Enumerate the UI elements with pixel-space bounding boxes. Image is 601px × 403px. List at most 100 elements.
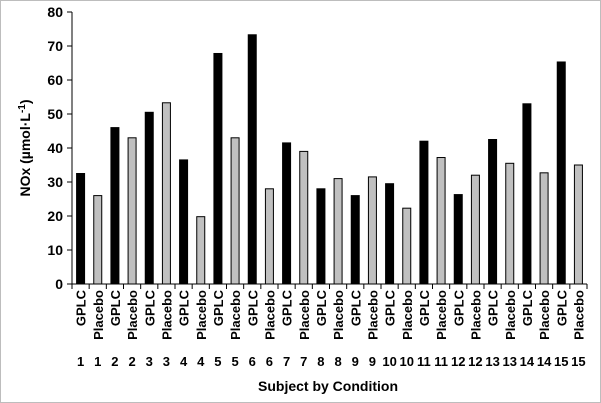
bar-9-gplc bbox=[350, 195, 360, 285]
bar-8-placebo bbox=[333, 178, 343, 285]
x-condition-label: GPLC bbox=[211, 289, 226, 326]
x-subject-label: 5 bbox=[214, 354, 221, 369]
bar-13-gplc bbox=[488, 139, 498, 285]
bar-5-gplc bbox=[213, 52, 223, 285]
bar-13-placebo bbox=[505, 162, 515, 285]
bar-6-gplc bbox=[247, 34, 257, 285]
y-axis-title-superscript: -1 bbox=[17, 104, 28, 113]
x-subject-label: 3 bbox=[163, 354, 170, 369]
y-tick-label: 0 bbox=[55, 276, 63, 292]
x-subject-label: 8 bbox=[334, 354, 341, 369]
x-condition-label: Placebo bbox=[91, 290, 106, 340]
bar-12-gplc bbox=[453, 194, 463, 285]
x-subject-label: 2 bbox=[111, 354, 118, 369]
x-condition-label: Placebo bbox=[297, 290, 312, 340]
y-tick-label: 30 bbox=[47, 174, 63, 190]
x-subject-label: 8 bbox=[317, 354, 324, 369]
x-condition-label: GPLC bbox=[314, 289, 329, 326]
x-subject-label: 4 bbox=[197, 354, 205, 369]
x-subject-label: 7 bbox=[300, 354, 307, 369]
y-axis-ticks: 0 10 20 30 40 50 60 70 80 bbox=[47, 4, 72, 292]
x-condition-label: Placebo bbox=[400, 290, 415, 340]
x-condition-label: GPLC bbox=[142, 289, 157, 326]
bar-15-gplc bbox=[556, 61, 566, 285]
x-condition-label: GPLC bbox=[417, 289, 432, 326]
bar-10-placebo bbox=[402, 207, 412, 285]
bar-7-placebo bbox=[299, 150, 309, 285]
bar-3-placebo bbox=[161, 102, 171, 285]
bar-10-gplc bbox=[385, 183, 395, 285]
bars bbox=[76, 34, 583, 285]
x-condition-label: Placebo bbox=[331, 290, 346, 340]
x-condition-label: Placebo bbox=[503, 290, 518, 340]
bar-2-placebo bbox=[127, 137, 137, 285]
x-subject-label: 3 bbox=[146, 354, 153, 369]
x-condition-label: Placebo bbox=[194, 290, 209, 340]
bar-5-placebo bbox=[230, 137, 240, 285]
bar-4-placebo bbox=[196, 216, 206, 285]
y-axis-title: NOx (µmol·L-1) bbox=[17, 99, 34, 196]
x-condition-label: GPLC bbox=[486, 289, 501, 326]
x-subject-label: 4 bbox=[180, 354, 188, 369]
bar-8-gplc bbox=[316, 188, 326, 285]
x-condition-label: GPLC bbox=[520, 289, 535, 326]
x-condition-label: Placebo bbox=[125, 290, 140, 340]
y-tick-label: 80 bbox=[47, 4, 63, 20]
y-tick-label: 70 bbox=[47, 38, 63, 54]
x-subject-label: 12 bbox=[451, 354, 465, 369]
x-subject-label: 15 bbox=[554, 354, 568, 369]
x-subject-label: 14 bbox=[537, 354, 552, 369]
x-subject-label: 9 bbox=[369, 354, 376, 369]
bar-4-gplc bbox=[179, 159, 189, 285]
x-subject-label: 14 bbox=[520, 354, 535, 369]
x-condition-label: Placebo bbox=[434, 290, 449, 340]
bar-14-gplc bbox=[522, 103, 532, 285]
x-subject-label: 13 bbox=[485, 354, 499, 369]
x-subject-label: 13 bbox=[503, 354, 517, 369]
bar-9-placebo bbox=[367, 176, 377, 285]
bar-14-placebo bbox=[539, 172, 549, 285]
x-subject-label: 12 bbox=[468, 354, 482, 369]
x-condition-label: GPLC bbox=[108, 289, 123, 326]
bar-6-placebo bbox=[264, 188, 274, 285]
x-subject-label: 10 bbox=[382, 354, 396, 369]
bar-15-placebo bbox=[573, 164, 583, 285]
x-condition-label: Placebo bbox=[262, 290, 277, 340]
x-subject-label: 6 bbox=[266, 354, 273, 369]
y-tick-label: 50 bbox=[47, 106, 63, 122]
x-subject-label: 7 bbox=[283, 354, 290, 369]
bar-7-gplc bbox=[282, 142, 292, 285]
x-condition-label: Placebo bbox=[228, 290, 243, 340]
x-subject-label: 11 bbox=[434, 354, 448, 369]
y-tick-label: 40 bbox=[47, 140, 63, 156]
x-condition-label: GPLC bbox=[74, 289, 89, 326]
x-condition-label: Placebo bbox=[365, 290, 380, 340]
x-subject-label: 15 bbox=[571, 354, 585, 369]
y-axis-title-close: ) bbox=[17, 99, 33, 104]
y-tick-label: 20 bbox=[47, 208, 63, 224]
bar-1-placebo bbox=[93, 195, 103, 285]
x-subject-label: 1 bbox=[77, 354, 84, 369]
x-subject-label: 9 bbox=[352, 354, 359, 369]
x-condition-label: GPLC bbox=[348, 289, 363, 326]
x-subject-label: 6 bbox=[249, 354, 256, 369]
bar-3-gplc bbox=[144, 111, 154, 285]
x-axis-title: Subject by Condition bbox=[258, 378, 398, 394]
bar-1-gplc bbox=[76, 173, 86, 285]
x-condition-label: GPLC bbox=[280, 289, 295, 326]
x-condition-label: Placebo bbox=[537, 290, 552, 340]
x-condition-label: GPLC bbox=[383, 289, 398, 326]
x-condition-label: Placebo bbox=[571, 290, 586, 340]
bar-2-gplc bbox=[110, 127, 120, 285]
x-condition-label: Placebo bbox=[159, 290, 174, 340]
x-subject-label: 1 bbox=[94, 354, 101, 369]
x-condition-label: GPLC bbox=[554, 289, 569, 326]
x-axis-labels: GPLC 1 Placebo 1 GPLC 2 Placebo 2 GPLC 3 Placebo 3 G… bbox=[71, 284, 588, 369]
x-subject-label: 5 bbox=[231, 354, 238, 369]
x-subject-label: 10 bbox=[400, 354, 414, 369]
y-tick-label: 60 bbox=[47, 72, 63, 88]
y-tick-label: 10 bbox=[47, 242, 63, 258]
x-condition-label: Placebo bbox=[468, 290, 483, 340]
x-condition-label: GPLC bbox=[177, 289, 192, 326]
